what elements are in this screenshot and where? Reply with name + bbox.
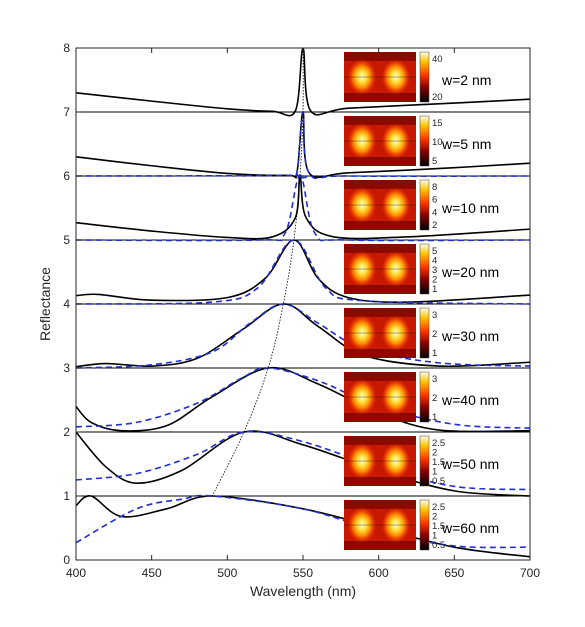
colorbar-tick-label: 2.5 bbox=[432, 438, 445, 449]
colorbar-tick-label: 1.5 bbox=[432, 521, 445, 532]
colorbar-tick-label: 5 bbox=[432, 156, 437, 167]
y-tick-label: 6 bbox=[63, 169, 70, 183]
y-tick-label: 2 bbox=[63, 425, 70, 439]
colorbar bbox=[420, 116, 429, 166]
colorbar-tick-label: 0.5 bbox=[432, 540, 445, 551]
colorbar-tick-label: 10 bbox=[432, 137, 443, 148]
y-tick-label: 4 bbox=[63, 297, 70, 311]
inset-w40nm: 3 2 1 w=40 nm bbox=[344, 371, 499, 423]
colorbar-tick-label: 3 bbox=[432, 374, 437, 385]
colorbar bbox=[420, 308, 429, 358]
inset-w60nm: 2.521.510.5 w=60 nm bbox=[344, 499, 499, 551]
inset-w30nm: 3 2 1 w=30 nm bbox=[344, 307, 499, 359]
y-tick-label: 5 bbox=[63, 233, 70, 247]
y-tick-label: 8 bbox=[63, 41, 70, 55]
colorbar-tick-label: 2 bbox=[432, 329, 437, 340]
colorbar bbox=[420, 500, 429, 550]
dashed-curve-w10nm bbox=[75, 175, 531, 242]
solid-curve-w60nm bbox=[75, 495, 531, 558]
colorbar-tick-label: 2 bbox=[432, 512, 437, 523]
inset-label: w=50 nm bbox=[441, 456, 499, 472]
colorbar-frame bbox=[419, 51, 430, 103]
y-tick-label: 3 bbox=[63, 361, 70, 375]
colorbar-frame bbox=[419, 499, 430, 551]
inset-w5nm: 15 10 5 w=5 nm bbox=[344, 115, 491, 167]
colorbar bbox=[420, 52, 429, 102]
x-tick-label: 450 bbox=[142, 566, 162, 580]
inset-label: w=5 nm bbox=[441, 136, 491, 152]
y-tick-label: 7 bbox=[63, 105, 70, 119]
colorbar-tick-label: 3 bbox=[432, 310, 437, 321]
colorbar-tick-label: 2 bbox=[432, 393, 437, 404]
colorbar bbox=[420, 372, 429, 422]
inset-w10nm: 8 64 2 w=10 nm bbox=[344, 179, 499, 231]
colorbar-frame bbox=[419, 371, 430, 423]
colorbar-tick-label: 1.5 bbox=[432, 457, 445, 468]
colorbar-tick-label: 0.5 bbox=[432, 476, 445, 487]
colorbar-frame bbox=[419, 115, 430, 167]
colorbar-frame bbox=[419, 179, 430, 231]
y-tick-label: 0 bbox=[63, 553, 70, 567]
colorbar-tick-label: 8 bbox=[432, 182, 437, 193]
dashed-curve-w50nm bbox=[75, 430, 531, 491]
colorbar-tick-label: 4 bbox=[432, 256, 437, 267]
colorbar-tick-label: 1 bbox=[432, 348, 437, 359]
colorbar-tick-label: 6 bbox=[432, 195, 437, 206]
dashed-curve-w20nm bbox=[75, 239, 531, 305]
colorbar-tick-label: 1 bbox=[432, 284, 437, 295]
y-axis-title: Reflectance bbox=[37, 267, 53, 341]
colorbar-tick-label: 4 bbox=[432, 207, 437, 218]
colorbar-tick-label: 1 bbox=[432, 412, 437, 423]
x-tick-label: 400 bbox=[66, 566, 86, 580]
colorbar-tick-label: 2 bbox=[432, 220, 437, 231]
inset-label: w=20 nm bbox=[441, 264, 499, 280]
inset-label: w=30 nm bbox=[441, 328, 499, 344]
inset-w2nm: 40 20 w=2 nm bbox=[344, 51, 491, 103]
dashed-curve-w60nm bbox=[75, 494, 531, 549]
colorbar-frame bbox=[419, 435, 430, 487]
colorbar-tick-label: 1 bbox=[432, 467, 437, 478]
colorbar bbox=[420, 180, 429, 230]
dashed-curve-w40nm bbox=[75, 367, 531, 429]
colorbar-tick-label: 15 bbox=[432, 118, 443, 129]
x-axis-title: Wavelength (nm) bbox=[250, 583, 356, 599]
colorbar-frame bbox=[419, 307, 430, 359]
dashed-curve-w30nm bbox=[75, 303, 531, 369]
colorbar-tick-label: 2 bbox=[432, 275, 437, 286]
x-tick-label: 700 bbox=[520, 566, 540, 580]
inset-label: w=2 nm bbox=[441, 72, 491, 88]
colorbar bbox=[420, 244, 429, 294]
peak-trace-line bbox=[211, 47, 304, 497]
colorbar-tick-label: 5 bbox=[432, 246, 437, 257]
colorbar-frame bbox=[419, 243, 430, 295]
x-tick-label: 650 bbox=[444, 566, 464, 580]
colorbar bbox=[420, 436, 429, 486]
solid-curve-w2nm bbox=[75, 47, 531, 117]
y-tick-label: 1 bbox=[63, 489, 70, 503]
inset-w50nm: 2.521.510.5 w=50 nm bbox=[344, 435, 499, 487]
colorbar-tick-label: 1 bbox=[432, 531, 437, 542]
x-tick-label: 600 bbox=[369, 566, 389, 580]
x-tick-label: 550 bbox=[293, 566, 313, 580]
colorbar-tick-label: 2 bbox=[432, 448, 437, 459]
colorbar-tick-label: 40 bbox=[432, 54, 443, 65]
x-tick-label: 500 bbox=[217, 566, 237, 580]
colorbar-tick-label: 20 bbox=[432, 92, 443, 103]
colorbar-tick-label: 2.5 bbox=[432, 502, 445, 513]
colorbar-tick-label: 3 bbox=[432, 265, 437, 276]
inset-label: w=60 nm bbox=[441, 520, 499, 536]
inset-label: w=40 nm bbox=[441, 392, 499, 408]
inset-label: w=10 nm bbox=[441, 200, 499, 216]
